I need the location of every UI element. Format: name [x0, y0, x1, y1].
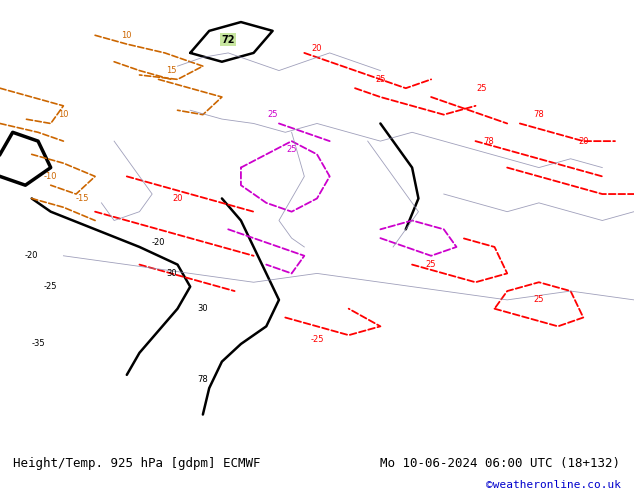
Text: -35: -35 [31, 340, 45, 348]
Text: 25: 25 [534, 295, 544, 304]
Text: 10: 10 [58, 110, 68, 119]
Text: Mo 10-06-2024 06:00 UTC (18+132): Mo 10-06-2024 06:00 UTC (18+132) [380, 457, 621, 469]
Text: Height/Temp. 925 hPa [gdpm] ECMWF: Height/Temp. 925 hPa [gdpm] ECMWF [13, 457, 260, 469]
Text: -25: -25 [310, 335, 324, 344]
Text: 20: 20 [578, 137, 588, 146]
Text: 72: 72 [221, 35, 235, 45]
Text: 25: 25 [268, 110, 278, 119]
Text: -25: -25 [44, 282, 58, 291]
Text: 78: 78 [483, 137, 493, 146]
Text: 78: 78 [198, 375, 208, 384]
Text: 30: 30 [166, 269, 176, 278]
Text: 20: 20 [172, 194, 183, 203]
Text: 78: 78 [534, 110, 544, 119]
Text: -10: -10 [44, 172, 58, 181]
Text: 25: 25 [375, 75, 385, 84]
Text: 30: 30 [198, 304, 208, 313]
Text: ©weatheronline.co.uk: ©weatheronline.co.uk [486, 480, 621, 490]
Text: 20: 20 [312, 44, 322, 53]
Text: 10: 10 [122, 31, 132, 40]
Text: -15: -15 [75, 194, 89, 203]
Text: -20: -20 [25, 251, 39, 260]
Text: -20: -20 [152, 238, 165, 247]
Text: 25: 25 [426, 260, 436, 269]
Text: 25: 25 [477, 84, 487, 93]
Text: 25: 25 [287, 146, 297, 154]
Text: 15: 15 [166, 66, 176, 75]
